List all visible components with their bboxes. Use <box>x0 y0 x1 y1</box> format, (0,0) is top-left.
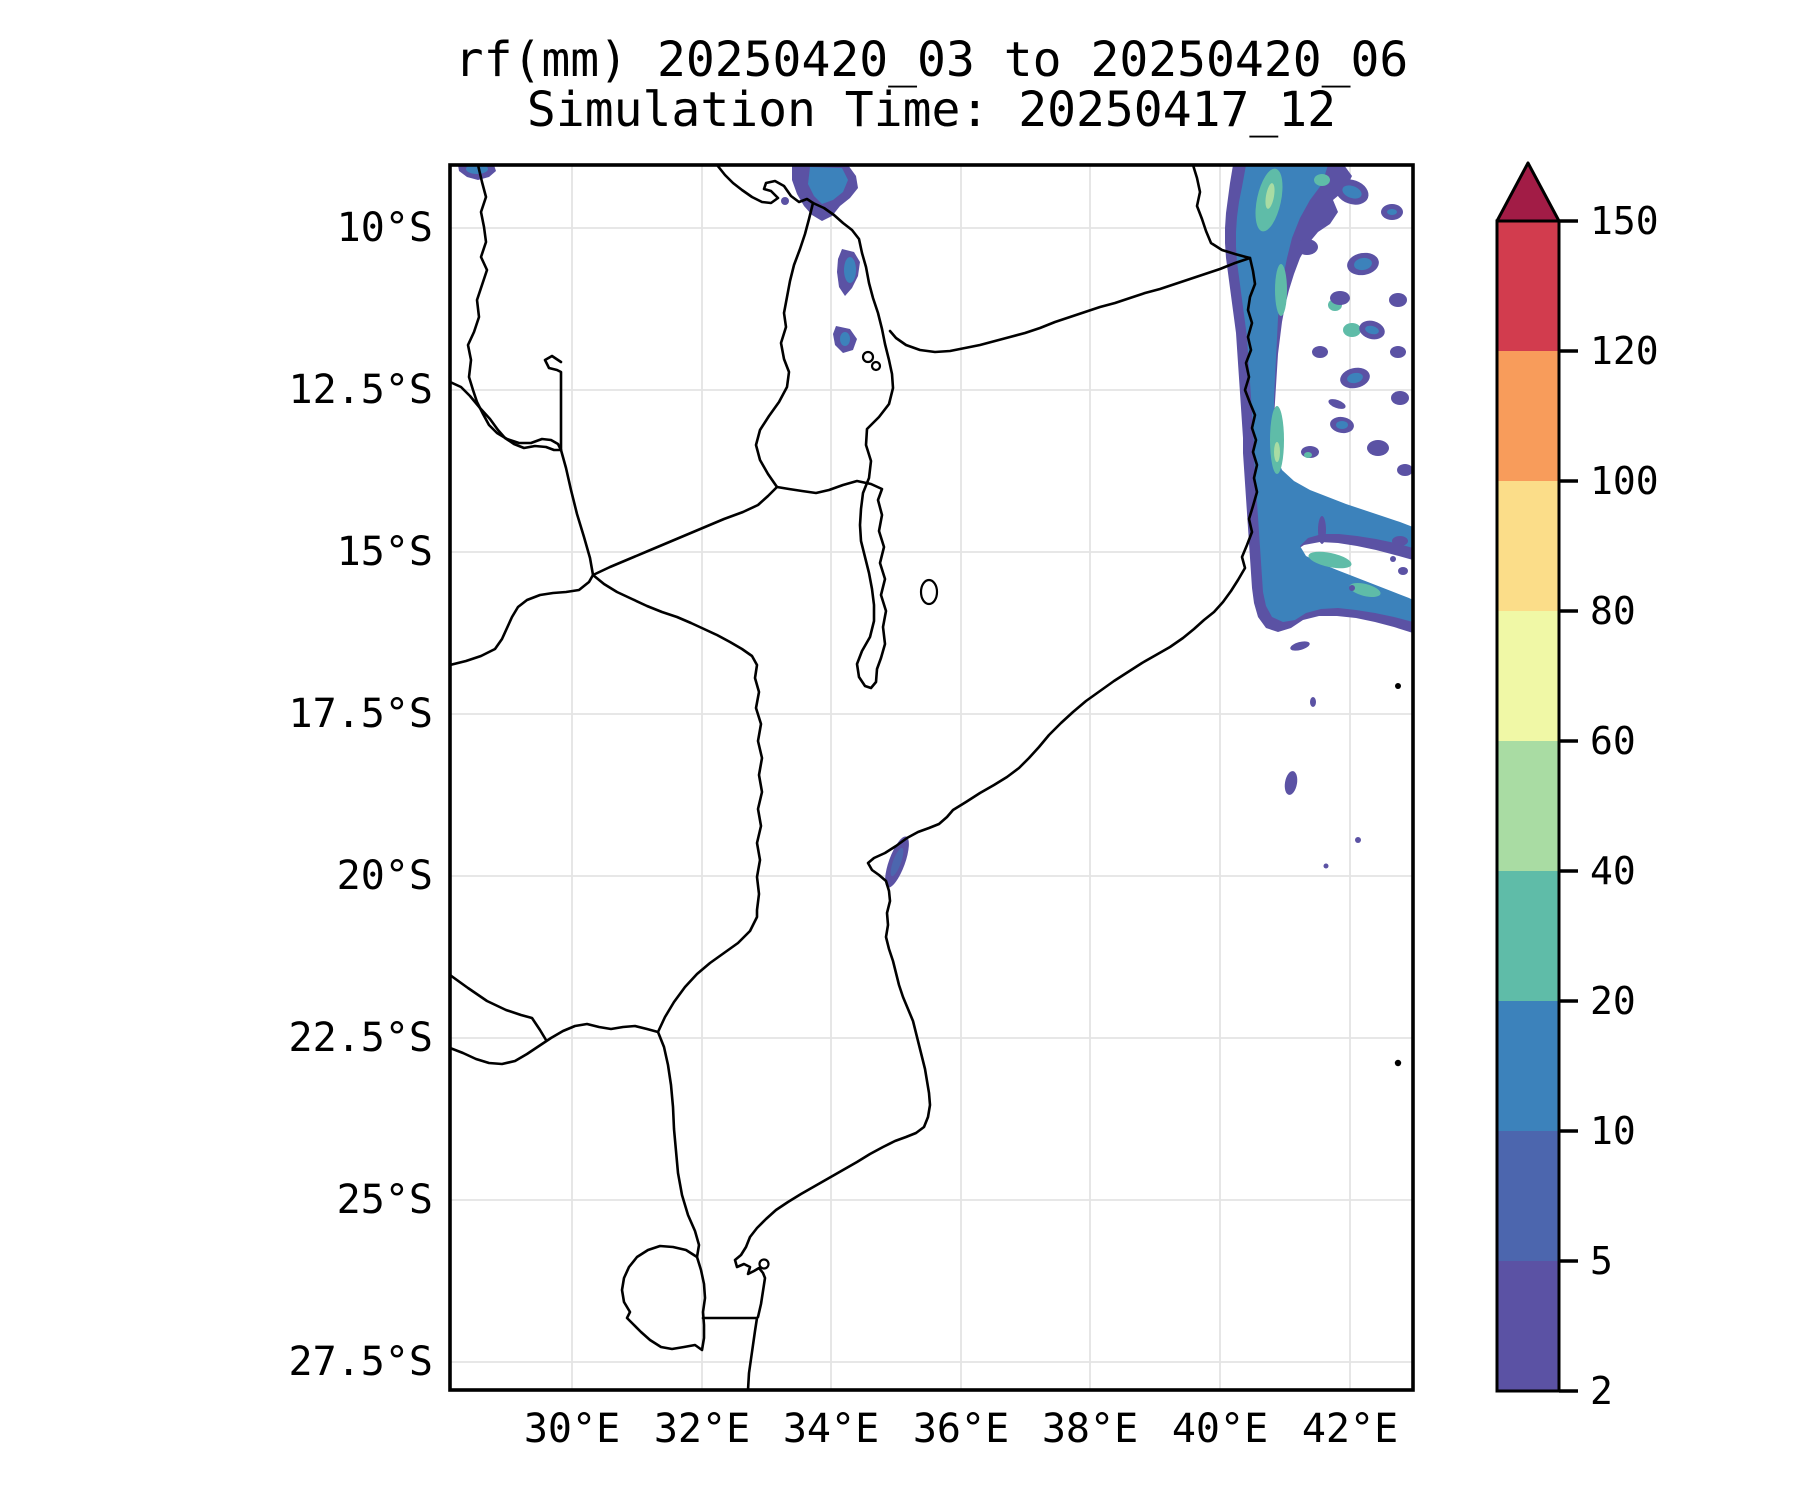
europa-island-dot <box>1394 1059 1402 1067</box>
border-mweru-segment <box>543 354 595 577</box>
inhaca-island <box>758 1258 770 1270</box>
plot-title: rf(mm) 20250420_03 to 20250420_06 <box>454 32 1409 88</box>
rain-small-purple-marks <box>1284 399 1408 869</box>
lon-tick-label: 38°E <box>1041 1406 1139 1452</box>
colorbar-tick-value: 5 <box>1590 1239 1613 1283</box>
lon-tick-label: 34°E <box>782 1406 880 1452</box>
juan-de-nova-island-dot <box>1395 683 1401 689</box>
lat-tick-label: 27.5°S <box>288 1339 434 1385</box>
colorbar-segments <box>1497 221 1559 1391</box>
lat-tick-label: 20°S <box>336 853 433 899</box>
border-botswana-zimbabwe <box>450 973 548 1042</box>
rain-scattered-cells <box>1296 179 1413 476</box>
country-borders <box>450 165 1402 1390</box>
border-eswatini <box>620 1244 707 1352</box>
colorbar-ticks <box>1559 219 1578 1393</box>
border-drc-zambia-south <box>450 380 563 452</box>
lon-tick-label: 36°E <box>912 1406 1010 1452</box>
lat-tick-label: 10°S <box>336 205 433 251</box>
lon-tick-label: 30°E <box>523 1406 621 1452</box>
lon-tick-label: 42°E <box>1301 1406 1399 1452</box>
colorbar-segment <box>1497 1001 1559 1131</box>
lat-tick-label: 25°S <box>336 1177 433 1223</box>
border-zimbabwe-mozambique <box>591 573 764 1034</box>
colorbar-tick-value: 120 <box>1590 329 1659 373</box>
chizumulu-island <box>870 360 882 372</box>
colorbar-tick-value: 20 <box>1590 979 1636 1023</box>
lon-tick-label: 40°E <box>1171 1406 1269 1452</box>
rain-beira-streak <box>885 836 909 888</box>
rain-malawi-patches <box>781 165 860 353</box>
rainfall-contour-patches <box>458 165 1413 888</box>
colorbar-segment <box>1497 221 1559 351</box>
border-malawi-west <box>754 201 815 489</box>
colorbar-tick-value: 80 <box>1590 589 1636 633</box>
border-drc-zambia-west <box>466 165 563 452</box>
colorbar-segment <box>1497 741 1559 871</box>
colorbar <box>1495 161 1578 1393</box>
lon-tick-label: 32°E <box>653 1406 751 1452</box>
colorbar-tick-value: 150 <box>1590 199 1659 243</box>
colorbar-tick-value: 10 <box>1590 1109 1636 1153</box>
colorbar-segment <box>1497 611 1559 741</box>
colorbar-tick-value: 60 <box>1590 719 1636 763</box>
colorbar-segment <box>1497 1261 1559 1391</box>
colorbar-segment <box>1497 481 1559 611</box>
rain-topleft-patch <box>458 165 496 180</box>
colorbar-outline <box>1495 219 1561 1393</box>
lat-tick-label: 12.5°S <box>288 367 434 413</box>
border-ruvuma <box>888 256 1252 354</box>
colorbar-tick-value: 100 <box>1590 459 1659 503</box>
border-zambezi-kariba <box>450 573 595 667</box>
colorbar-tick-value: 40 <box>1590 849 1636 893</box>
graticule-gridlines <box>450 165 1413 1390</box>
coastline-east-africa <box>733 165 1259 1390</box>
lat-tick-label: 17.5°S <box>288 691 434 737</box>
border-zambia-mozambique <box>591 485 779 577</box>
plot-subtitle: Simulation Time: 20250417_12 <box>526 82 1337 138</box>
colorbar-over-arrow <box>1495 161 1561 223</box>
lat-tick-label: 15°S <box>336 529 433 575</box>
colorbar-segment <box>1497 871 1559 1001</box>
colorbar-segment <box>1497 1131 1559 1261</box>
rain-band-green-specks <box>1265 183 1280 462</box>
border-malawi-east <box>775 201 895 690</box>
colorbar-segment <box>1497 351 1559 481</box>
border-tanzania-north <box>715 165 815 205</box>
map-frame <box>448 163 1415 1392</box>
lake-chilwa <box>919 578 939 606</box>
lat-tick-label: 22.5°S <box>288 1015 434 1061</box>
border-limpopo-kruger <box>450 1022 701 1259</box>
colorbar-tick-value: 2 <box>1590 1369 1613 1413</box>
likoma-island <box>861 350 875 364</box>
